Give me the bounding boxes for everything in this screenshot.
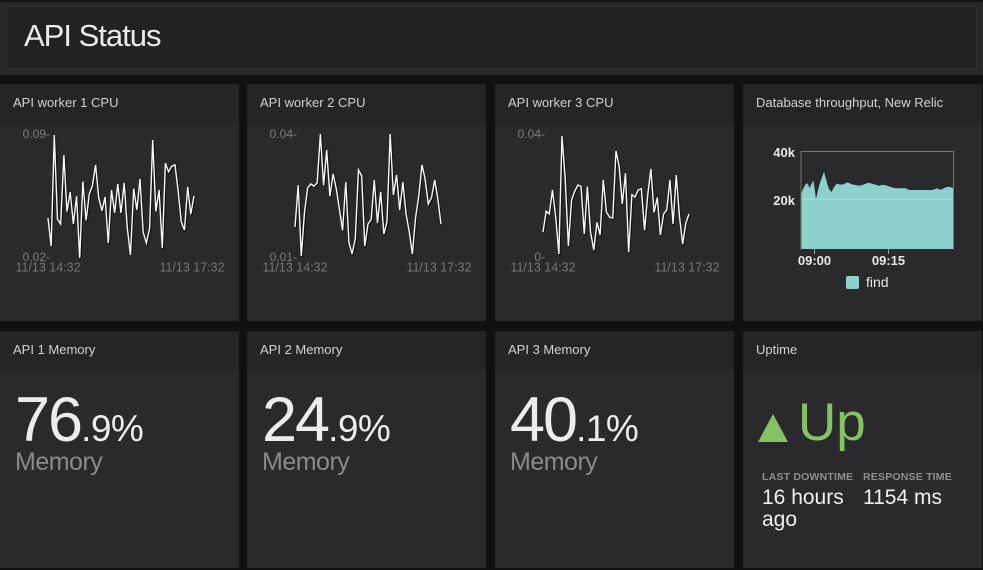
svg-text:11/13 17:32: 11/13 17:32 — [406, 261, 471, 275]
svg-text:40k: 40k — [773, 145, 795, 160]
svg-text:20k: 20k — [773, 193, 795, 208]
svg-text:0.02-: 0.02- — [23, 250, 50, 264]
svg-text:11/13 14:32: 11/13 14:32 — [15, 261, 80, 275]
svg-text:09:15: 09:15 — [872, 253, 905, 268]
svg-text:11/13 17:32: 11/13 17:32 — [159, 261, 224, 275]
svg-text:0.04-: 0.04- — [518, 127, 545, 141]
svg-text:11/13 17:32: 11/13 17:32 — [654, 261, 719, 275]
svg-text:find: find — [866, 274, 889, 290]
svg-text:0.01-: 0.01- — [270, 250, 297, 264]
svg-text:11/13 14:32: 11/13 14:32 — [262, 261, 327, 275]
svg-text:11/13 14:32: 11/13 14:32 — [510, 261, 575, 275]
svg-text:0.09-: 0.09- — [23, 127, 50, 141]
svg-text:0-: 0- — [534, 250, 545, 264]
svg-text:0.04-: 0.04- — [270, 127, 297, 141]
svg-text:09:00: 09:00 — [798, 253, 831, 268]
